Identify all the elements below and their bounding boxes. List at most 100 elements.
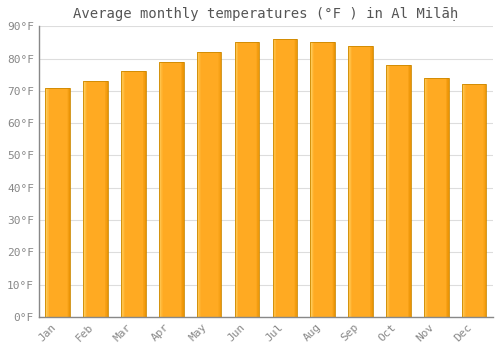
Bar (182, 62, 183, 317)
Bar (211, 52, 212, 317)
Bar (247, 42, 248, 317)
Bar (242, 42, 244, 317)
Bar (66, 88, 67, 317)
Bar (349, 46, 350, 317)
Bar (216, 52, 217, 317)
Bar (140, 71, 141, 317)
Bar (480, 84, 481, 317)
Bar (424, 78, 425, 317)
Bar (159, 62, 184, 317)
Bar (390, 65, 391, 317)
Bar (208, 52, 209, 317)
Bar (466, 84, 468, 317)
Bar (290, 39, 291, 317)
Bar (424, 78, 448, 317)
Bar (358, 46, 360, 317)
Bar (426, 78, 427, 317)
Bar (285, 39, 286, 317)
Bar (273, 39, 274, 317)
Bar (281, 39, 282, 317)
Bar (165, 62, 166, 317)
Bar (164, 62, 165, 317)
Bar (62, 88, 64, 317)
Bar (137, 71, 138, 317)
Bar (200, 52, 201, 317)
Bar (258, 42, 260, 317)
Bar (437, 78, 438, 317)
Bar (250, 42, 252, 317)
Bar (61, 88, 62, 317)
Bar (296, 39, 297, 317)
Bar (391, 65, 392, 317)
Bar (474, 84, 476, 317)
Bar (170, 62, 172, 317)
Bar (438, 78, 440, 317)
Bar (388, 65, 389, 317)
Bar (326, 42, 327, 317)
Bar (479, 84, 480, 317)
Bar (320, 42, 321, 317)
Bar (90, 81, 92, 317)
Bar (138, 71, 139, 317)
Bar (428, 78, 429, 317)
Bar (400, 65, 401, 317)
Bar (133, 71, 134, 317)
Bar (314, 42, 316, 317)
Bar (327, 42, 328, 317)
Bar (463, 84, 464, 317)
Bar (218, 52, 219, 317)
Bar (212, 52, 213, 317)
Bar (310, 42, 335, 317)
Bar (396, 65, 397, 317)
Bar (363, 46, 364, 317)
Bar (283, 39, 284, 317)
Bar (356, 46, 357, 317)
Bar (470, 84, 471, 317)
Bar (348, 46, 373, 317)
Bar (88, 81, 89, 317)
Bar (214, 52, 216, 317)
Bar (436, 78, 437, 317)
Bar (324, 42, 325, 317)
Bar (239, 42, 240, 317)
Bar (248, 42, 249, 317)
Bar (205, 52, 206, 317)
Bar (50, 88, 51, 317)
Bar (477, 84, 478, 317)
Bar (92, 81, 93, 317)
Bar (67, 88, 68, 317)
Bar (201, 52, 202, 317)
Bar (369, 46, 370, 317)
Bar (435, 78, 436, 317)
Bar (329, 42, 330, 317)
Bar (311, 42, 312, 317)
Bar (386, 65, 388, 317)
Bar (402, 65, 404, 317)
Bar (386, 65, 410, 317)
Bar (209, 52, 210, 317)
Bar (442, 78, 443, 317)
Bar (409, 65, 410, 317)
Bar (175, 62, 176, 317)
Bar (446, 78, 448, 317)
Bar (316, 42, 317, 317)
Bar (406, 65, 407, 317)
Bar (202, 52, 203, 317)
Bar (84, 81, 108, 317)
Bar (174, 62, 175, 317)
Bar (104, 81, 105, 317)
Bar (272, 39, 297, 317)
Bar (371, 46, 372, 317)
Bar (234, 42, 260, 317)
Bar (407, 65, 408, 317)
Bar (53, 88, 54, 317)
Bar (330, 42, 332, 317)
Bar (321, 42, 322, 317)
Bar (89, 81, 90, 317)
Bar (484, 84, 485, 317)
Bar (393, 65, 394, 317)
Bar (465, 84, 466, 317)
Bar (234, 42, 236, 317)
Bar (401, 65, 402, 317)
Title: Average monthly temperatures (°F ) in Al Milāḥ: Average monthly temperatures (°F ) in Al… (74, 7, 458, 21)
